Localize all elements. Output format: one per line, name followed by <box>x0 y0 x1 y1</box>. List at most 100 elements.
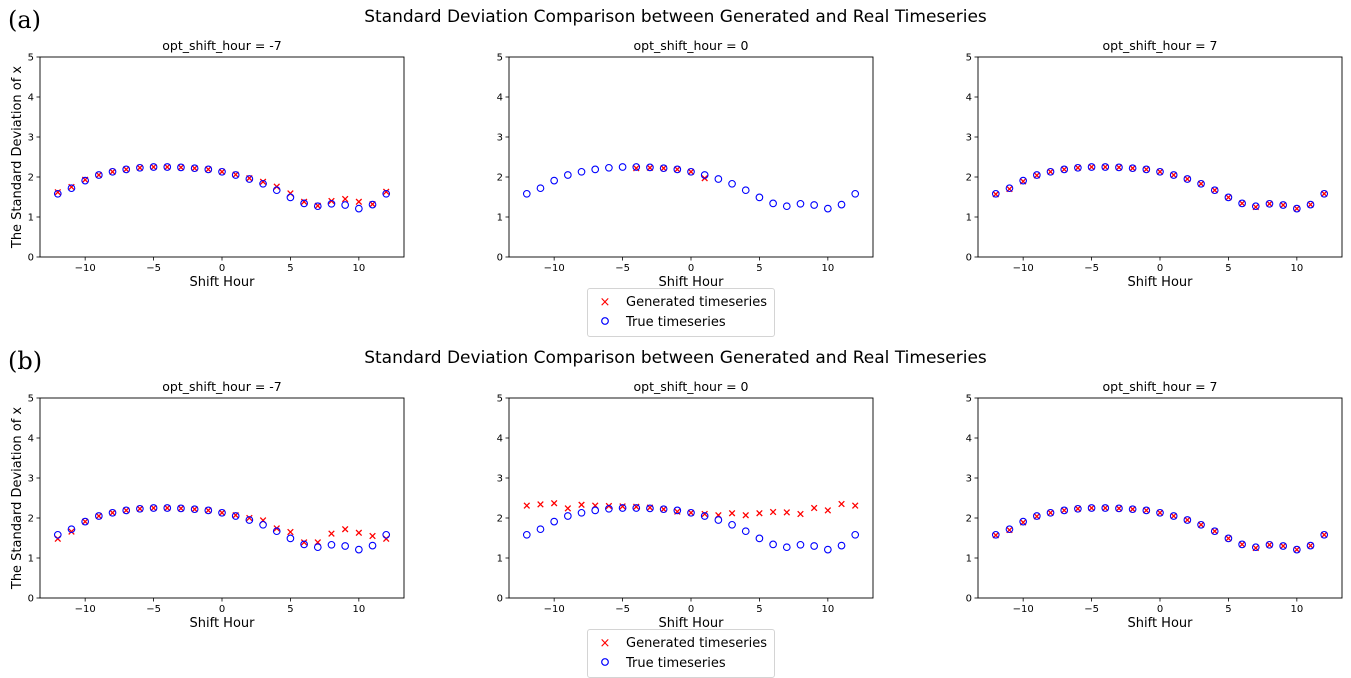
generated-point <box>177 505 185 512</box>
x-tick-label: 0 <box>688 263 694 274</box>
y-tick-label: 0 <box>966 253 972 264</box>
y-tick-label: 2 <box>966 514 972 525</box>
true-point <box>1074 504 1082 513</box>
true-point <box>823 204 832 213</box>
generated-point <box>1320 531 1328 539</box>
true-point <box>605 163 613 172</box>
true-point <box>218 508 226 517</box>
true-point <box>313 202 322 211</box>
generated-point <box>701 510 708 518</box>
generated-point <box>1060 507 1068 514</box>
true-point <box>94 171 103 179</box>
true-point <box>687 508 695 517</box>
true-point <box>755 193 764 202</box>
true-point <box>1197 179 1205 188</box>
true-point <box>108 167 117 176</box>
generated-point <box>150 504 157 512</box>
true-point <box>272 186 281 195</box>
y-tick-label: 1 <box>28 554 34 565</box>
true-point <box>1101 163 1110 171</box>
true-point <box>67 184 76 193</box>
true-point <box>632 163 641 171</box>
true-point <box>1169 512 1178 520</box>
y-tick-label: 0 <box>28 253 34 264</box>
true-point <box>53 530 62 539</box>
true-point <box>1156 167 1164 176</box>
y-tick-label: 2 <box>28 514 34 525</box>
generated-point <box>122 507 130 514</box>
true-point <box>782 202 791 211</box>
true-point <box>1060 506 1069 515</box>
y-tick-label: 2 <box>28 173 34 184</box>
legend-a: × Generated timeseries True timeseries <box>587 288 775 337</box>
x-tick-label: −10 <box>544 263 565 274</box>
x-tick-label: −5 <box>615 604 630 615</box>
x-axis-label: Shift Hour <box>1128 616 1194 631</box>
true-point <box>796 199 805 208</box>
x-tick-label: 0 <box>1157 263 1163 274</box>
true-point <box>837 200 846 209</box>
generated-point <box>728 509 736 517</box>
generated-point <box>824 507 832 514</box>
y-tick-label: 4 <box>28 434 34 445</box>
axes-frame <box>39 56 405 258</box>
true-point <box>368 541 377 550</box>
x-axis-label: Shift Hour <box>659 275 725 290</box>
true-point <box>659 164 668 173</box>
y-axis-label: The Standard Deviation of x <box>10 66 25 250</box>
panel-label-b: (b) <box>8 347 43 375</box>
generated-point <box>259 178 267 186</box>
true-point <box>1005 184 1014 193</box>
generated-point <box>769 508 777 516</box>
true-point <box>741 527 750 536</box>
true-point <box>1251 543 1260 552</box>
y-tick-label: 0 <box>28 594 34 605</box>
x-tick-label: 5 <box>1225 604 1231 615</box>
generated-point <box>341 195 349 203</box>
generated-point <box>287 190 294 197</box>
true-point <box>136 504 144 513</box>
generated-point <box>578 501 585 509</box>
generated-point <box>1115 164 1123 171</box>
true-point <box>1019 176 1028 185</box>
legend-label: True timeseries <box>626 656 726 671</box>
generated-point <box>122 166 130 173</box>
generated-point <box>660 505 667 513</box>
generated-point <box>1266 541 1273 549</box>
axes-frame <box>977 397 1343 599</box>
generated-point <box>838 500 845 508</box>
generated-point <box>619 503 626 510</box>
axes-frame <box>977 56 1343 258</box>
y-tick-label: 3 <box>497 474 503 485</box>
generated-point <box>246 514 253 522</box>
true-point <box>341 542 350 550</box>
generated-point <box>164 504 171 512</box>
true-point <box>1320 189 1329 198</box>
legend-item-true: True timeseries <box>598 314 726 332</box>
panel-label-a: (a) <box>8 6 42 34</box>
true-point <box>354 545 363 554</box>
true-point <box>81 517 90 526</box>
generated-point <box>1129 505 1136 513</box>
generated-point <box>1060 166 1068 173</box>
circle-marker-icon <box>598 655 612 673</box>
true-point <box>1032 171 1041 179</box>
true-point <box>136 163 144 172</box>
true-point <box>1238 199 1246 208</box>
true-point <box>204 506 213 515</box>
generated-point <box>1238 200 1246 207</box>
x-marker-icon: × <box>599 636 611 651</box>
generated-point <box>205 507 212 514</box>
x-tick-label: 10 <box>1290 604 1303 615</box>
x-tick-label: 0 <box>219 263 225 274</box>
generated-point <box>355 198 363 206</box>
generated-point <box>1279 201 1287 209</box>
y-tick-label: 2 <box>966 173 972 184</box>
generated-point <box>300 198 308 206</box>
generated-point <box>742 511 749 519</box>
true-point <box>286 534 295 543</box>
x-axis-label: Shift Hour <box>1128 275 1194 290</box>
generated-point <box>1211 527 1218 535</box>
true-point <box>851 530 860 539</box>
